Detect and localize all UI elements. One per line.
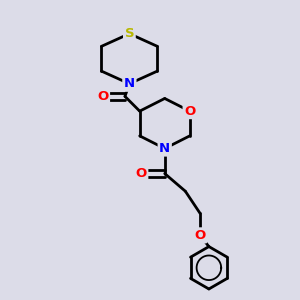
Text: N: N <box>124 77 135 90</box>
Text: O: O <box>136 167 147 180</box>
Text: O: O <box>97 90 109 103</box>
Text: S: S <box>124 27 134 40</box>
Text: O: O <box>184 105 195 118</box>
Text: O: O <box>194 229 206 242</box>
Text: N: N <box>159 142 170 155</box>
